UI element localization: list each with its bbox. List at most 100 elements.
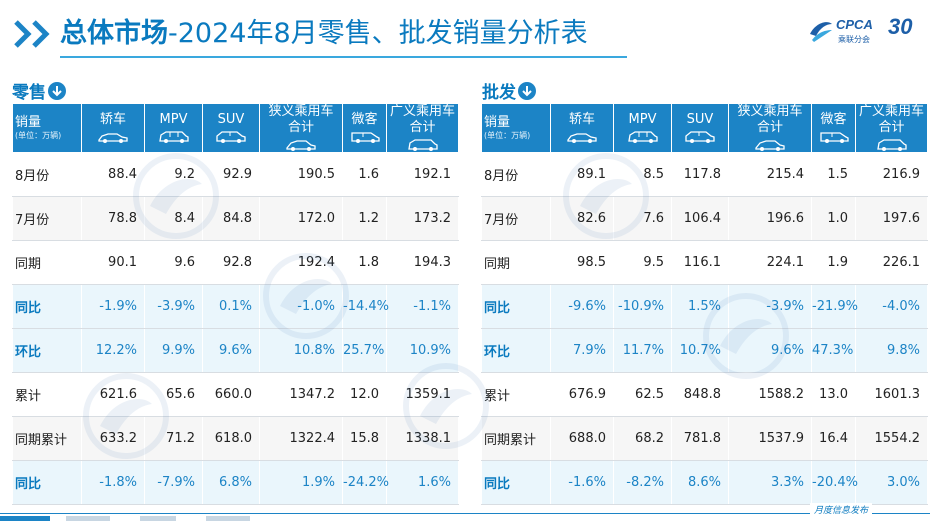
table-cell: 173.2 xyxy=(386,196,459,241)
table-cell: 12.2% xyxy=(81,328,145,373)
chevron-right-icon xyxy=(14,20,32,48)
table-cell: 848.8 xyxy=(671,372,729,417)
table-cell: 192.1 xyxy=(386,152,459,197)
table-row: 同比 -9.6% -10.9% 1.5% -3.9% -21.9% -4.0% xyxy=(481,284,928,329)
table-row: 8月份 89.1 8.5 117.8 215.4 1.5 216.9 xyxy=(481,152,928,197)
column-header-label: 狭义乘用车 xyxy=(737,104,803,119)
table-cell: 1.2 xyxy=(342,196,387,241)
table-cell: 116.1 xyxy=(671,240,729,285)
row-label: 同比 xyxy=(12,284,82,329)
row-label: 7月份 xyxy=(12,196,82,241)
table-cell: 7.6 xyxy=(613,196,672,241)
table-row: 同比 -1.8% -7.9% 6.8% 1.9% -24.2% 1.6% xyxy=(12,460,459,505)
table-cell: 6.8% xyxy=(202,460,260,505)
table-cell: 1588.2 xyxy=(728,372,812,417)
footer-line xyxy=(0,513,930,514)
row-header-label: 销量 xyxy=(484,115,511,130)
table-cell: 62.5 xyxy=(613,372,672,417)
footer-tab xyxy=(0,516,50,521)
table-cell: 10.9% xyxy=(386,328,459,373)
sedan-icon xyxy=(84,130,142,144)
table-cell: 618.0 xyxy=(202,416,260,461)
table-cell: 98.5 xyxy=(550,240,614,285)
table-cell: 190.5 xyxy=(259,152,343,197)
column-header: 狭义乘用车 合计 xyxy=(728,103,812,153)
column-header-label: 轿车 xyxy=(99,112,126,127)
table-cell: 1.8 xyxy=(342,240,387,285)
table-cell: 90.1 xyxy=(81,240,145,285)
table-cell: 10.7% xyxy=(671,328,729,373)
column-header: SUV xyxy=(671,103,729,153)
table-cell: 3.3% xyxy=(728,460,812,505)
row-label: 同期累计 xyxy=(481,416,551,461)
table-cell: -1.9% xyxy=(81,284,145,329)
passenger-car-icon xyxy=(262,138,340,152)
table-cell: 1359.1 xyxy=(386,372,459,417)
column-header-label: 广义乘用车 xyxy=(858,104,924,119)
column-header-label: 狭义乘用车 xyxy=(268,104,334,119)
table-cell: -8.2% xyxy=(613,460,672,505)
row-label: 累计 xyxy=(12,372,82,417)
title-suffix: -2024年8月零售、批发销量分析表 xyxy=(168,18,588,49)
microvan-icon xyxy=(345,130,384,144)
column-header: 轿车 xyxy=(550,103,614,153)
table-row: 累计 676.9 62.5 848.8 1588.2 13.0 1601.3 xyxy=(481,372,928,417)
arrow-down-icon xyxy=(518,82,536,100)
wholesale-table: 销量 (单位：万辆) 轿车 MPV SUV 狭义乘用车 合计 微客 广义乘用车 合计 8月份 89.… xyxy=(481,103,928,505)
table-cell: 10.8% xyxy=(259,328,343,373)
row-header-cell: 销量 (单位：万辆) xyxy=(481,103,551,153)
table-row: 同比 -1.6% -8.2% 8.6% 3.3% -20.4% 3.0% xyxy=(481,460,928,505)
table-cell: 621.6 xyxy=(81,372,145,417)
table-cell: 9.9% xyxy=(144,328,203,373)
table-cell: -21.9% xyxy=(811,284,858,329)
cpca-logo-mark-icon xyxy=(810,22,832,42)
table-row: 环比 12.2% 9.9% 9.6% 10.8% 25.7% 10.9% xyxy=(12,328,459,373)
column-header: 广义乘用车 合计 xyxy=(386,103,459,153)
table-cell: 1322.4 xyxy=(259,416,343,461)
table-cell: 15.8 xyxy=(342,416,387,461)
table-cell: -24.2% xyxy=(342,460,389,505)
row-label: 同比 xyxy=(481,460,551,505)
broad-passenger-car-icon xyxy=(858,138,925,152)
wholesale-section-label: 批发 xyxy=(482,78,536,103)
table-cell: 3.0% xyxy=(855,460,928,505)
table-cell: 78.8 xyxy=(81,196,145,241)
table-row: 环比 7.9% 11.7% 10.7% 9.6% 47.3% 9.8% xyxy=(481,328,928,373)
table-cell: 224.1 xyxy=(728,240,812,285)
table-cell: 1338.1 xyxy=(386,416,459,461)
wholesale-label: 批发 xyxy=(482,83,516,103)
table-cell: 192.4 xyxy=(259,240,343,285)
table-cell: 676.9 xyxy=(550,372,614,417)
table-row: 同期 90.1 9.6 92.8 192.4 1.8 194.3 xyxy=(12,240,459,285)
table-cell: 9.5 xyxy=(613,240,672,285)
table-cell: 71.2 xyxy=(144,416,203,461)
footer-bar: 月度信息发布 xyxy=(0,503,930,521)
column-header-label: 合计 xyxy=(409,120,436,135)
unit-label: (单位：万辆) xyxy=(15,131,62,140)
retail-label: 零售 xyxy=(12,83,46,103)
table-cell: 1554.2 xyxy=(855,416,928,461)
column-header: MPV xyxy=(613,103,672,153)
table-cell: 1537.9 xyxy=(728,416,812,461)
cpca-logo: CPCA 乘联分会 30 xyxy=(808,14,920,50)
broad-passenger-car-icon xyxy=(389,138,456,152)
table-row: 同期 98.5 9.5 116.1 224.1 1.9 226.1 xyxy=(481,240,928,285)
table-cell: 65.6 xyxy=(144,372,203,417)
table-cell: 117.8 xyxy=(671,152,729,197)
row-header-label: 销量 xyxy=(15,115,42,130)
table-cell: 633.2 xyxy=(81,416,145,461)
table-cell: 88.4 xyxy=(81,152,145,197)
table-cell: -4.0% xyxy=(855,284,928,329)
table-cell: 9.6 xyxy=(144,240,203,285)
title-bar: 总体市场-2024年8月零售、批发销量分析表 CPCA 乘联分会 30 xyxy=(0,0,930,66)
column-header-label: 轿车 xyxy=(568,112,595,127)
row-label: 同比 xyxy=(481,284,551,329)
table-cell: 172.0 xyxy=(259,196,343,241)
table-cell: 84.8 xyxy=(202,196,260,241)
table-cell: 196.6 xyxy=(728,196,812,241)
table-cell: 9.8% xyxy=(855,328,928,373)
table-cell: 47.3% xyxy=(811,328,856,373)
table-cell: 92.9 xyxy=(202,152,260,197)
row-label: 同期 xyxy=(481,240,551,285)
table-cell: 106.4 xyxy=(671,196,729,241)
